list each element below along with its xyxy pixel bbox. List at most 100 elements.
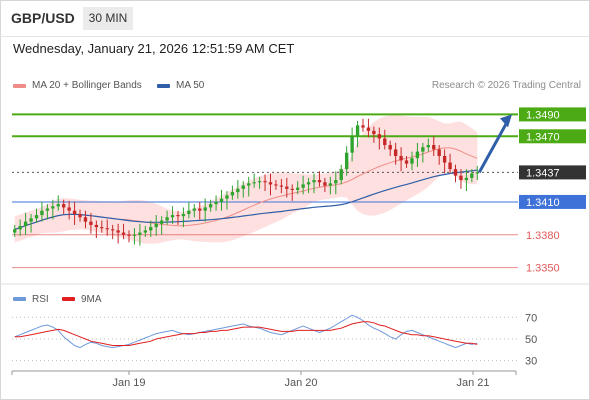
candle-body: [377, 134, 382, 139]
candle-body: [219, 198, 224, 202]
candle-body: [67, 207, 71, 211]
level-label-1.3410: 1.3410: [526, 197, 560, 209]
candle-body: [149, 227, 153, 231]
level-label-1.3490: 1.3490: [526, 109, 560, 121]
candle-body: [62, 204, 66, 208]
candle-body: [453, 169, 458, 176]
candle: [285, 177, 289, 198]
candle-body: [83, 217, 88, 222]
candle: [236, 180, 240, 199]
candle-body: [475, 172, 479, 174]
candle: [393, 142, 398, 165]
candle-body: [274, 184, 278, 186]
candle: [181, 207, 186, 228]
candle-body: [410, 158, 414, 164]
candle: [415, 142, 420, 167]
candle: [399, 147, 403, 172]
candle-body: [143, 230, 148, 233]
candle: [247, 176, 251, 197]
candle: [241, 181, 245, 198]
candle: [366, 118, 371, 138]
rsi-swatch: [13, 297, 26, 301]
candle-body: [225, 195, 229, 199]
candle-body: [165, 217, 169, 221]
candle-body: [421, 147, 425, 152]
candle-body: [40, 210, 44, 216]
level-tag-1.3410: [519, 194, 586, 209]
candle-body: [78, 213, 82, 218]
candle-body: [393, 149, 398, 156]
candle: [257, 176, 262, 189]
rsi-legend-label: RSI: [32, 294, 49, 305]
candle: [404, 155, 409, 169]
candle-body: [138, 232, 142, 235]
candle-body: [388, 145, 392, 150]
candle-body: [328, 183, 333, 186]
candle-body: [312, 180, 316, 183]
candle-body: [116, 230, 120, 233]
candle: [170, 206, 175, 224]
candle: [263, 174, 267, 191]
candle-body: [459, 175, 463, 181]
candle-body: [241, 185, 245, 189]
candle: [388, 140, 392, 156]
candle: [40, 201, 44, 222]
candle: [132, 228, 137, 245]
rsi-line: [14, 314, 478, 349]
candle: [105, 219, 109, 236]
candle: [127, 230, 131, 243]
candle-body: [121, 232, 126, 235]
candle: [279, 178, 284, 194]
x-tick-label: Jan 19: [112, 377, 145, 389]
candle-body: [432, 145, 436, 150]
candle-body: [56, 204, 60, 207]
candle: [290, 184, 294, 201]
candle-body: [18, 226, 22, 230]
timeframe-button[interactable]: 30 MIN: [83, 7, 133, 30]
candle: [361, 118, 365, 132]
candle: [72, 201, 77, 225]
rsi-ma-legend-label: 9MA: [81, 294, 102, 305]
bollinger-band: [14, 115, 478, 244]
candle-body: [442, 155, 447, 163]
level-label-1.3380: 1.3380: [526, 230, 560, 242]
candle-body: [214, 201, 218, 205]
candle: [94, 220, 99, 239]
candle-body: [279, 185, 284, 187]
legend-ma50: MA 50: [157, 80, 204, 91]
forecast-arrow-head: [500, 114, 512, 128]
candle-body: [323, 182, 327, 186]
candle-body: [236, 188, 240, 193]
candle-body: [198, 208, 202, 211]
candle: [18, 219, 22, 236]
level-tag-1.3437: [519, 165, 586, 180]
candle: [51, 199, 55, 220]
candle: [334, 171, 338, 195]
candle-body: [437, 149, 441, 156]
candle: [214, 195, 218, 211]
candle: [470, 169, 474, 183]
candle: [121, 223, 126, 240]
candle: [344, 146, 349, 176]
candle-body: [72, 210, 77, 214]
candle-body: [263, 181, 267, 183]
candle-body: [404, 160, 409, 164]
candle-body: [176, 215, 180, 217]
candle: [208, 199, 213, 212]
candle: [437, 145, 441, 165]
candle: [143, 226, 148, 237]
candle: [426, 138, 430, 152]
research-credit: Research © 2026 Trading Central: [431, 80, 581, 91]
candle: [225, 191, 229, 210]
candle: [306, 177, 311, 194]
candle-body: [230, 192, 235, 196]
currency-pair: GBP/USD: [11, 10, 75, 26]
candle: [421, 142, 425, 163]
candle-body: [350, 136, 354, 153]
candle: [187, 201, 191, 219]
candle: [154, 215, 158, 236]
candle-body: [34, 215, 39, 219]
chart-header: GBP/USD 30 MIN: [0, 0, 590, 36]
candle-body: [192, 208, 196, 211]
